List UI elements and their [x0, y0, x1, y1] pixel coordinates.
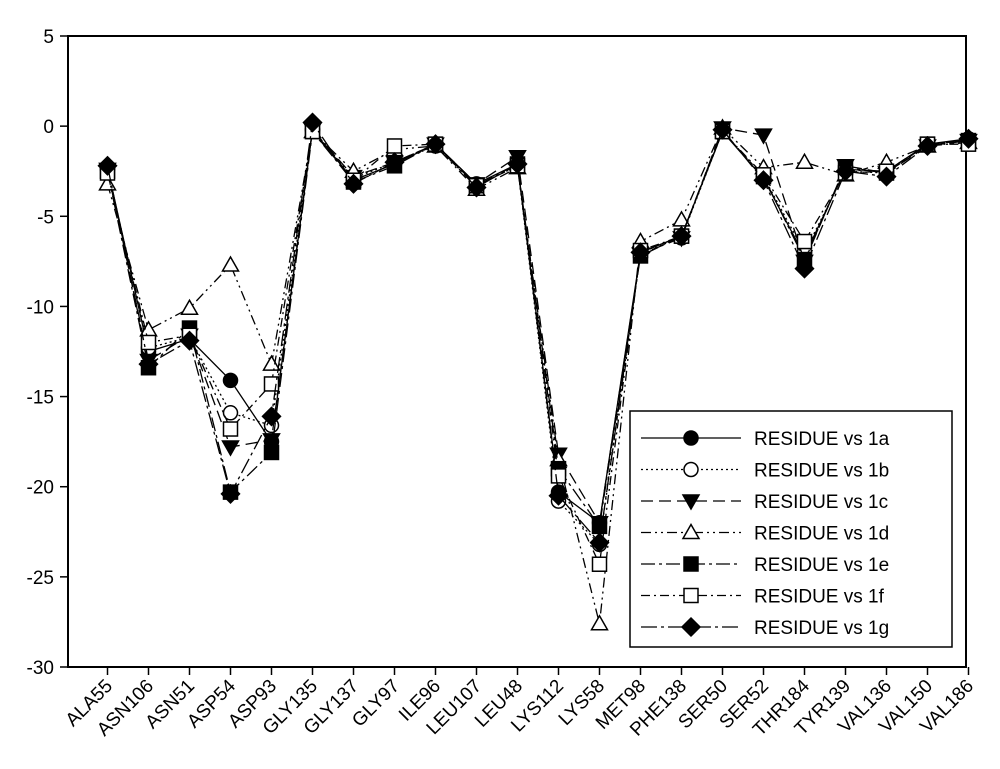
legend-marker [681, 494, 701, 511]
data-point [591, 518, 608, 535]
data-point [835, 161, 856, 182]
data-point [179, 330, 200, 351]
data-point [671, 226, 692, 247]
series-line [106, 127, 969, 525]
legend-marker [680, 616, 702, 638]
legend-box [629, 410, 953, 648]
data-point [220, 483, 241, 504]
legend-marker [683, 461, 699, 478]
data-point [302, 112, 323, 133]
data-point [507, 153, 528, 175]
legend-marker [681, 522, 701, 540]
data-point [222, 405, 239, 421]
data-point [384, 152, 405, 173]
y-tick-label: 0 [43, 117, 54, 138]
data-point [672, 210, 691, 227]
data-point [630, 242, 651, 263]
y-tick-label: -10 [27, 297, 54, 318]
data-point [794, 258, 815, 279]
data-point [591, 556, 608, 572]
y-tick-label: -25 [27, 568, 54, 589]
data-point [796, 233, 813, 250]
data-point [425, 134, 446, 155]
data-point [590, 614, 609, 631]
legend-label: RESIDUE vs 1c [754, 492, 888, 513]
data-point [548, 485, 569, 506]
data-point [262, 354, 281, 371]
legend-label: RESIDUE vs 1d [754, 524, 889, 545]
data-point [876, 166, 897, 187]
data-point [550, 468, 567, 484]
y-tick-label: 5 [43, 27, 54, 48]
data-point [180, 298, 199, 315]
legend-label: RESIDUE vs 1e [754, 555, 889, 576]
series-line [106, 130, 969, 567]
legend-marker [683, 556, 699, 572]
data-point [263, 444, 280, 461]
y-axis: 5 0 -5 -10 -15 -20 -25 -30 [27, 27, 68, 679]
legend-label: RESIDUE vs 1b [754, 461, 889, 482]
legend-label: RESIDUE vs 1f [754, 587, 885, 608]
data-point [343, 173, 364, 194]
legend-label: RESIDUE vs 1a [754, 429, 890, 450]
data-point [386, 138, 403, 154]
data-point [222, 372, 239, 389]
x-axis: ALA55ASN106ASN51ASP54ASP93GLY135GLY137GL… [62, 667, 978, 741]
legend-marker [683, 430, 699, 446]
series-line [106, 120, 969, 545]
legend: RESIDUE vs 1a RESIDUE vs 1b RESIDUE vs 1c R… [629, 410, 953, 648]
data-point [712, 119, 733, 140]
y-tick-label: -15 [27, 388, 54, 409]
data-point [589, 532, 610, 553]
y-tick-label: -30 [27, 658, 54, 679]
y-tick-label: -5 [37, 207, 54, 228]
legend-label: RESIDUE vs 1g [754, 618, 889, 639]
data-point [753, 170, 774, 191]
data-point [795, 152, 814, 169]
data-point [466, 177, 487, 198]
data-point [262, 433, 281, 450]
data-point [221, 255, 240, 272]
series-7 [97, 112, 979, 553]
x-tick-label: GLY97 [348, 676, 404, 732]
series-layer [97, 112, 979, 631]
data-point [97, 155, 118, 176]
data-point [222, 421, 239, 437]
data-point [958, 128, 979, 149]
legend-marker [683, 587, 699, 604]
data-point [917, 135, 938, 157]
data-point [261, 406, 282, 427]
data-point [754, 128, 773, 145]
data-point [221, 440, 240, 457]
data-point [138, 354, 159, 375]
y-tick-label: -20 [27, 478, 54, 499]
series-line [106, 129, 969, 529]
